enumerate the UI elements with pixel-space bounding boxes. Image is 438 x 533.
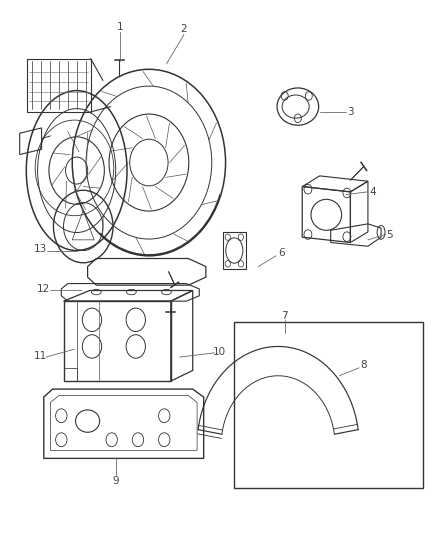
Bar <box>234 322 423 488</box>
Text: 6: 6 <box>278 248 285 258</box>
Text: 5: 5 <box>386 230 393 239</box>
Text: 1: 1 <box>117 22 124 31</box>
Text: 11: 11 <box>34 351 47 360</box>
Text: 13: 13 <box>34 244 47 254</box>
Text: 9: 9 <box>113 476 120 486</box>
Text: 7: 7 <box>281 311 288 320</box>
Text: 4: 4 <box>369 187 376 197</box>
Text: 10: 10 <box>212 347 226 357</box>
Text: 12: 12 <box>37 284 50 294</box>
Text: 3: 3 <box>347 107 354 117</box>
Text: 2: 2 <box>180 25 187 34</box>
Text: 8: 8 <box>360 360 367 370</box>
